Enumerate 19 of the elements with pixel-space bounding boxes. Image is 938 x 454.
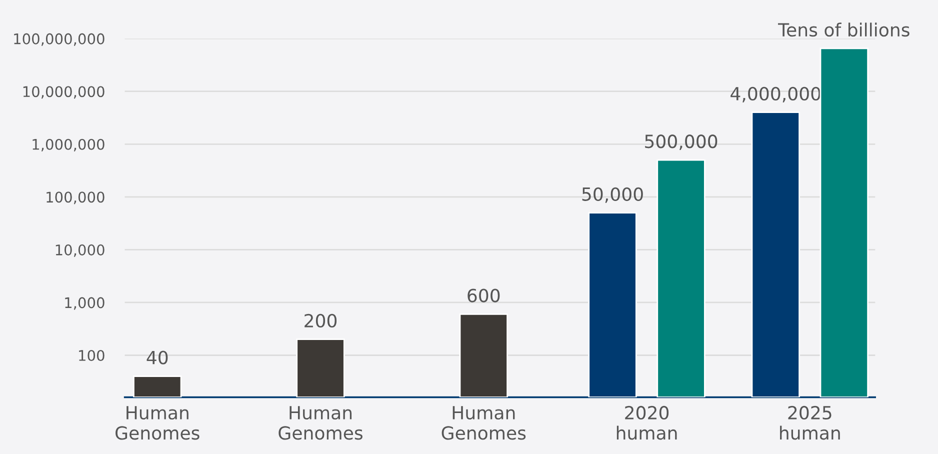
y-tick-label: 100,000 <box>46 192 104 204</box>
data-label: 500,000 <box>645 134 718 150</box>
y-tick-label: 10,000 <box>56 244 104 257</box>
data-label: Tens of billions <box>778 22 910 37</box>
y-tick-label: 1,000,000 <box>32 138 104 152</box>
data-label: 4,000,000 <box>730 86 820 102</box>
x-tick-label: Human Genomes <box>278 406 362 440</box>
y-tick-label: 100 <box>79 350 104 361</box>
x-tick-label: 2020 human <box>616 406 677 440</box>
x-tick-label: Human Genomes <box>442 406 526 440</box>
x-tick-label: Human Genomes <box>116 406 200 440</box>
data-label: 600 <box>468 288 500 302</box>
data-label: 40 <box>146 350 168 364</box>
data-label: 200 <box>304 314 337 328</box>
y-tick-label: 100,000,000 <box>14 33 104 46</box>
data-label: 50,000 <box>582 187 643 203</box>
x-tick-label: 2025 human <box>780 406 840 440</box>
y-tick-label: 1,000 <box>65 297 104 310</box>
y-tick-label: 10,000,000 <box>23 86 104 99</box>
